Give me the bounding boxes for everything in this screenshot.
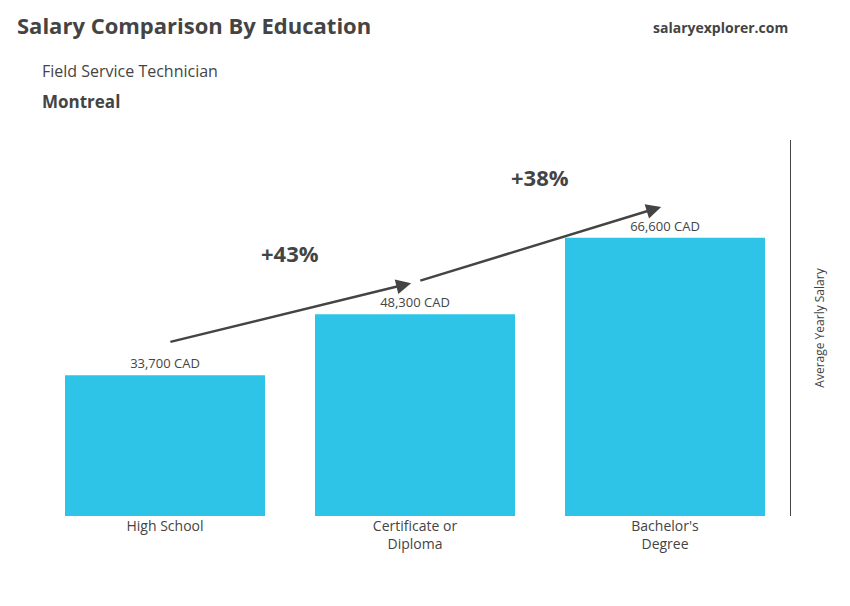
svg-text:salaryexplorer.com: salaryexplorer.com — [653, 18, 788, 37]
svg-text:33,700 CAD: 33,700 CAD — [130, 354, 200, 372]
svg-text:66,600 CAD: 66,600 CAD — [630, 217, 700, 235]
svg-text:Field Service Technician: Field Service Technician — [42, 60, 218, 82]
svg-text:48,300 CAD: 48,300 CAD — [380, 293, 450, 311]
svg-text:Average Yearly Salary: Average Yearly Salary — [811, 267, 828, 387]
svg-text:Salary Comparison By Education: Salary Comparison By Education — [17, 10, 371, 40]
svg-text:Certificate orDiploma: Certificate orDiploma — [373, 516, 458, 553]
svg-text:Bachelor'sDegree: Bachelor'sDegree — [631, 516, 699, 553]
svg-text:+38%: +38% — [511, 162, 569, 192]
svg-text:High School: High School — [126, 516, 203, 535]
svg-text:Montreal: Montreal — [42, 90, 120, 113]
svg-text:+43%: +43% — [261, 238, 319, 268]
